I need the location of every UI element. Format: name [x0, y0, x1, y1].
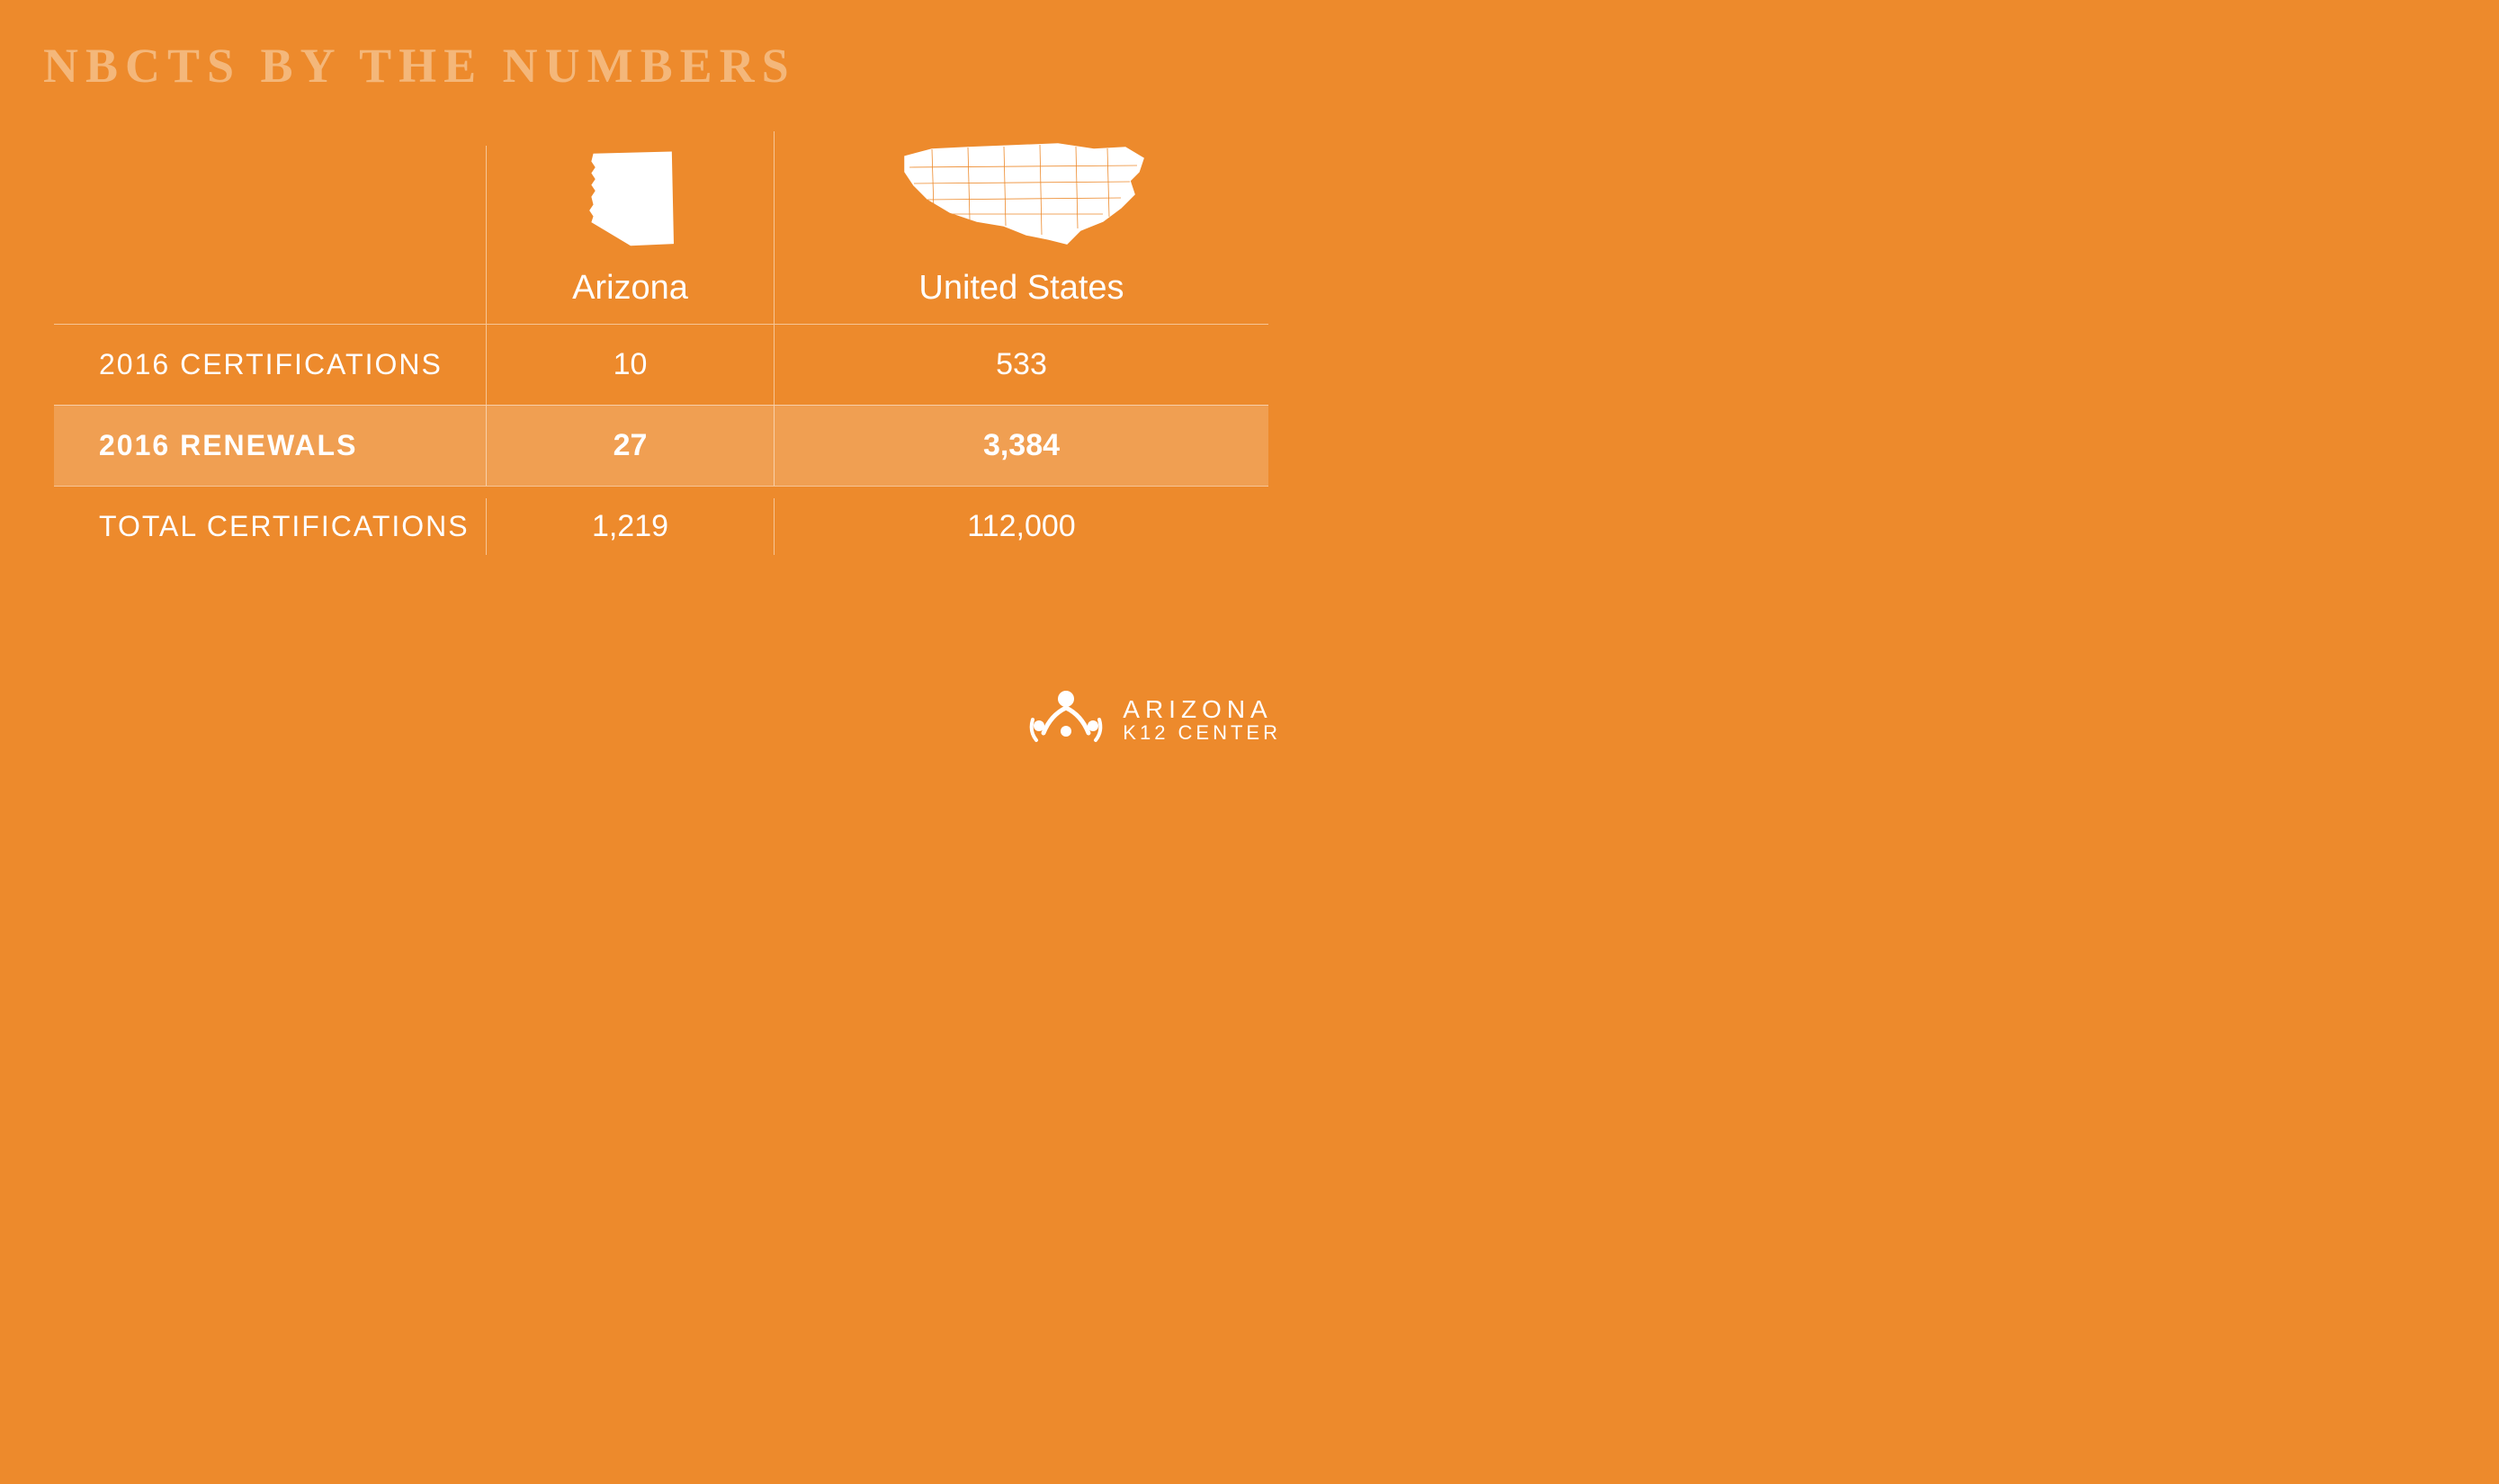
row-label: 2016 CERTIFICATIONS	[54, 348, 486, 381]
arizona-value: 27	[486, 406, 774, 486]
logo-line2: K12 CENTER	[1123, 722, 1281, 743]
us-map-icon	[887, 131, 1157, 257]
us-label: United States	[775, 269, 1268, 324]
us-value: 112,000	[774, 498, 1268, 554]
logo-line1: ARIZONA	[1123, 696, 1281, 722]
logo-text: ARIZONA K12 CENTER	[1123, 696, 1281, 743]
arizona-value: 1,219	[486, 498, 774, 554]
table-row: TOTAL CERTIFICATIONS 1,219 112,000	[54, 486, 1268, 567]
arizona-column-header: Arizona	[486, 146, 774, 324]
table-row: 2016 RENEWALS 27 3,384	[54, 405, 1268, 486]
people-icon	[1026, 688, 1106, 751]
data-table: Arizona United States	[54, 144, 1268, 567]
row-label: TOTAL CERTIFICATIONS	[54, 510, 486, 543]
row-label: 2016 RENEWALS	[54, 429, 486, 462]
table-header-row: Arizona United States	[54, 144, 1268, 324]
us-value: 3,384	[774, 406, 1268, 486]
page-title: NBCTS BY THE NUMBERS	[43, 38, 796, 94]
table-row: 2016 CERTIFICATIONS 10 533	[54, 324, 1268, 405]
arizona-value: 10	[486, 325, 774, 405]
us-value: 533	[774, 325, 1268, 405]
us-column-header: United States	[774, 131, 1268, 324]
footer-logo: ARIZONA K12 CENTER	[1026, 688, 1281, 751]
arizona-map-icon	[581, 146, 680, 254]
arizona-label: Arizona	[487, 269, 774, 324]
